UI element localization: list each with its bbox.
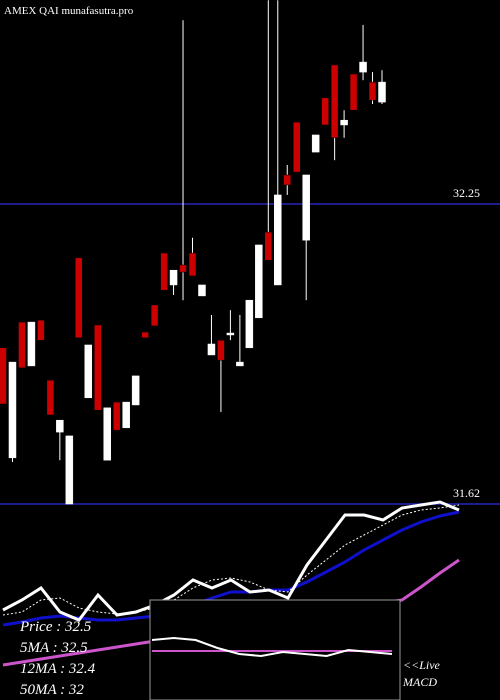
candle-body	[94, 324, 102, 411]
candle-body	[264, 231, 273, 261]
candle-body	[245, 299, 254, 349]
candle-body	[141, 331, 149, 339]
candle-body	[359, 61, 367, 73]
candle-body	[122, 401, 130, 429]
candle-body	[179, 264, 187, 273]
candle-body	[311, 134, 320, 153]
candle-body	[65, 435, 74, 505]
legend-entry: 12MA : 32.4	[20, 661, 96, 677]
legend-entry: Price : 32.5	[19, 619, 92, 635]
candle-body	[103, 407, 111, 461]
candle-body	[112, 401, 121, 431]
macd-line	[151, 636, 393, 658]
candle-body	[150, 304, 159, 327]
candle-body	[217, 339, 225, 361]
candle-body	[188, 252, 197, 277]
candle-body	[340, 119, 348, 126]
ma-line	[2, 504, 460, 616]
candle-body	[84, 344, 93, 399]
candle-body	[330, 64, 339, 139]
candle-body	[292, 121, 301, 173]
candle-body	[321, 97, 329, 126]
chart-title: AMEX QAI munafasutra.pro	[4, 5, 134, 17]
candle-body	[198, 284, 206, 297]
candle-body	[0, 347, 7, 405]
candle-body	[56, 419, 64, 433]
candle-body	[8, 361, 17, 459]
candle-body	[75, 257, 83, 339]
candle-body	[274, 194, 282, 286]
macd-label: <<Live	[403, 658, 441, 672]
candle-body	[368, 81, 377, 101]
legend-entry: 50MA : 32	[20, 682, 84, 698]
candle-body	[236, 361, 244, 367]
ma-line	[2, 500, 460, 622]
candle-body	[226, 332, 235, 336]
candle-body	[37, 319, 45, 341]
candle-body	[378, 81, 386, 103]
y-tick-label: 32.25	[453, 186, 480, 200]
candle-body	[283, 174, 291, 186]
candle-body	[46, 379, 55, 416]
candle-body	[207, 343, 216, 356]
candle-body	[169, 269, 178, 286]
macd-label: MACD	[402, 675, 437, 689]
candle-body	[160, 252, 168, 291]
y-tick-label: 31.62	[453, 486, 480, 500]
candle-body	[18, 321, 26, 369]
candle-body	[255, 244, 263, 319]
candle-body	[131, 375, 140, 406]
candle-body	[302, 174, 310, 241]
legend-entry: 5MA : 32.5	[20, 640, 88, 656]
candle-body	[27, 321, 36, 367]
candle-body	[349, 73, 358, 111]
